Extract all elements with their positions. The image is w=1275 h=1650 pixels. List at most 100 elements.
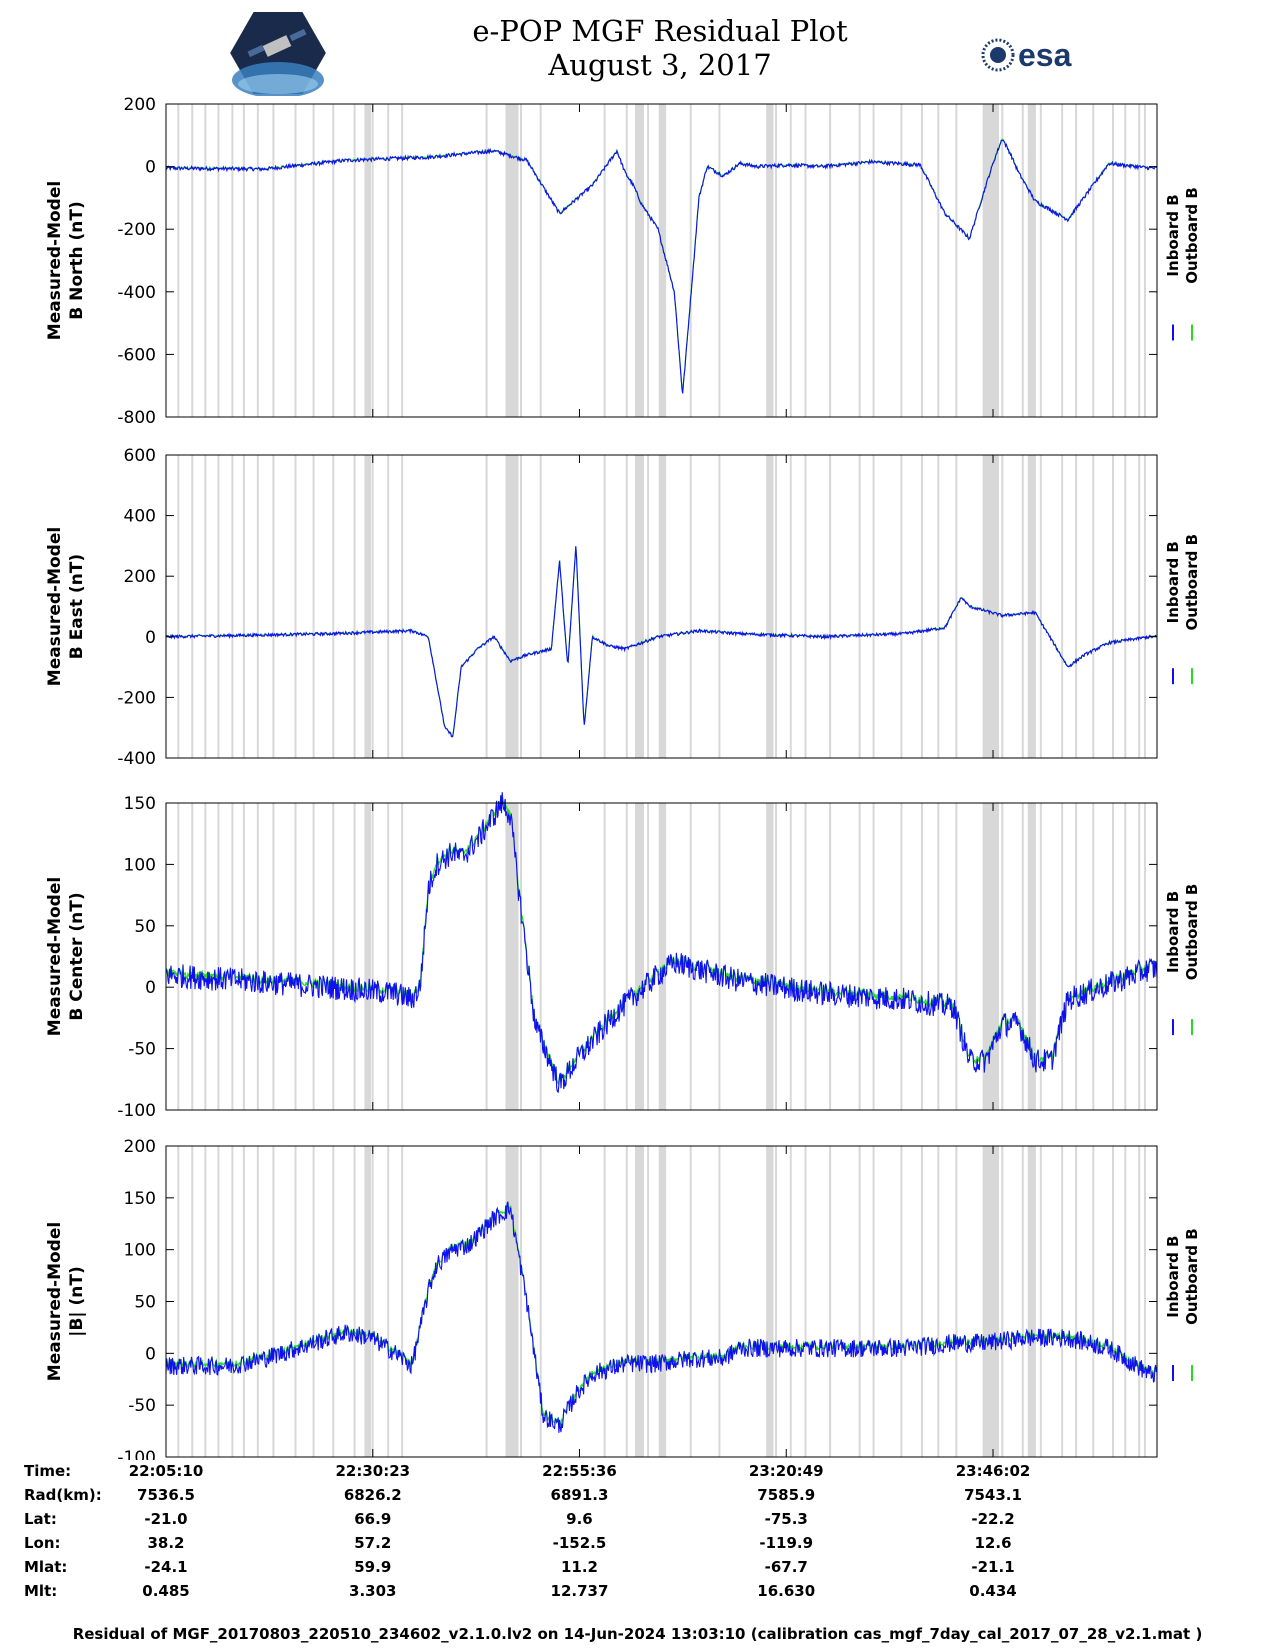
- y-tick-label: -50: [128, 1040, 156, 1060]
- y-tick-label: 150: [124, 794, 156, 814]
- legend-entry: Outboard B: [1183, 1228, 1201, 1325]
- ephemeris-value: 16.630: [757, 1582, 816, 1600]
- data-gap-band: [634, 455, 644, 758]
- ephemeris-value: 7585.9: [757, 1486, 816, 1504]
- ephemeris-value: 23:46:02: [955, 1462, 1031, 1480]
- ephemeris-value: 3.303: [349, 1582, 397, 1600]
- y-tick-label: -50: [128, 1396, 156, 1416]
- ephemeris-value: -21.0: [144, 1510, 188, 1528]
- data-gap-band: [766, 455, 774, 758]
- y-tick-label: 100: [124, 1241, 156, 1261]
- ephemeris-value: -21.1: [971, 1558, 1015, 1576]
- ephemeris-value: 6826.2: [343, 1486, 402, 1504]
- ephemeris-row-label: Lat:: [24, 1510, 57, 1528]
- y-tick-label: -100: [117, 1101, 156, 1121]
- panel-4: -100 -50 0 50 100 150 200 Measured-Model |B| (nT…: [45, 1137, 1201, 1460]
- chart-title: e-POP MGF Residual Plot August 3, 2017: [380, 14, 940, 82]
- ephemeris-value: 6891.3: [550, 1486, 609, 1504]
- y-tick-label: -400: [117, 283, 156, 303]
- data-gap-band: [364, 1146, 371, 1457]
- legend: Inboard BOutboard B: [1164, 534, 1201, 631]
- legend: Inboard BOutboard B: [1164, 1228, 1201, 1325]
- plot-frame: [165, 802, 1158, 1111]
- data-gap-band: [658, 104, 667, 417]
- series-inboard-line: [165, 1201, 1158, 1433]
- y-tick-label: -600: [117, 345, 156, 365]
- ephemeris-value: 66.9: [354, 1510, 392, 1528]
- y-axis-label-line: Measured-Model: [45, 527, 65, 686]
- panel-3: -100 -50 0 50 100 150 Measured-Model B Center (…: [45, 792, 1201, 1121]
- data-gap-band: [1027, 803, 1036, 1110]
- y-tick-label: 0: [145, 978, 156, 998]
- ephemeris-value: -22.2: [971, 1510, 1015, 1528]
- panel-1: -800 -600 -400 -200 0 200 Measured-Model B Nort…: [45, 95, 1201, 428]
- y-tick-label: 50: [134, 1293, 156, 1313]
- ephemeris-value: 59.9: [354, 1558, 392, 1576]
- data-gap-band: [982, 1146, 1000, 1457]
- data-gap-band: [505, 455, 519, 758]
- plot-frame: [165, 454, 1158, 759]
- legend-entry: Inboard B: [1164, 541, 1182, 623]
- esa-logo: esa: [981, 37, 1072, 73]
- y-tick-label: 200: [124, 1137, 156, 1157]
- legend-entry: Inboard B: [1164, 891, 1182, 973]
- y-axis-label: Measured-Model B East (nT): [45, 527, 87, 686]
- y-axis-label-line: Measured-Model: [45, 181, 65, 340]
- data-gap-band: [634, 803, 644, 1110]
- y-axis-label-line: Measured-Model: [45, 1222, 65, 1381]
- data-gap-band: [364, 104, 371, 417]
- ephemeris-row-label: Rad(km):: [24, 1486, 102, 1504]
- ephemeris-value: 22:55:36: [542, 1462, 617, 1480]
- y-tick-label: 0: [145, 158, 156, 178]
- y-tick-label: 0: [145, 628, 156, 648]
- legend-entry: Outboard B: [1183, 884, 1201, 981]
- y-tick-label: 200: [124, 567, 156, 587]
- y-axis-label-line: Measured-Model: [45, 877, 65, 1036]
- series-inboard-line: [165, 139, 1158, 394]
- y-axis-label-line: B North (nT): [67, 201, 87, 320]
- ephemeris-value: 7536.5: [137, 1486, 195, 1504]
- ephemeris-value: 22:05:10: [128, 1462, 204, 1480]
- y-axis-label-line: B East (nT): [67, 554, 87, 659]
- cassiope-logo: [228, 10, 328, 96]
- ephemeris-value: 22:30:23: [335, 1462, 411, 1480]
- legend-entry: Inboard B: [1164, 194, 1182, 276]
- data-gap-band: [982, 104, 1000, 417]
- ephemeris-value: 9.6: [566, 1510, 593, 1528]
- ephemeris-value: 38.2: [147, 1534, 185, 1552]
- data-gap-band: [505, 803, 519, 1110]
- ephemeris-value: 12.737: [550, 1582, 609, 1600]
- y-tick-label: 150: [124, 1189, 156, 1209]
- footer-caption: Residual of MGF_20170803_220510_234602_v…: [72, 1625, 1203, 1643]
- panel-2: -400 -200 0 200 400 600 Measured-Model B East (…: [45, 446, 1201, 769]
- y-tick-label: 50: [134, 917, 156, 937]
- legend-entry: Outboard B: [1183, 534, 1201, 631]
- series-inboard-line: [165, 792, 1158, 1094]
- ephemeris-value: 0.485: [142, 1582, 190, 1600]
- y-tick-label: -200: [117, 220, 156, 240]
- data-gap-band: [658, 1146, 667, 1457]
- title-line-1: e-POP MGF Residual Plot: [472, 14, 848, 48]
- data-gap-band: [766, 1146, 774, 1457]
- data-gap-band: [766, 104, 774, 417]
- data-gap-band: [1027, 1146, 1036, 1457]
- y-axis-label: Measured-Model |B| (nT): [45, 1222, 87, 1381]
- y-tick-label: 600: [124, 446, 156, 466]
- series-inboard-line: [165, 546, 1158, 738]
- data-gap-band: [634, 1146, 644, 1457]
- ephemeris-value: 0.434: [969, 1582, 1017, 1600]
- y-tick-label: -200: [117, 688, 156, 708]
- plot-frame: [165, 103, 1158, 418]
- y-tick-label: -100: [117, 1448, 156, 1460]
- ephemeris-value: 7543.1: [964, 1486, 1022, 1504]
- title-line-2: August 3, 2017: [548, 48, 772, 82]
- y-axis-label: Measured-Model B North (nT): [45, 181, 87, 340]
- y-tick-label: 0: [145, 1344, 156, 1364]
- ephemeris-table: Time: Rad(km): Lat: Lon: Mlat: Mlt: 22:05:10 75…: [0, 1462, 1275, 1612]
- ephemeris-row-label: Mlat:: [24, 1558, 68, 1576]
- y-axis-label-line: |B| (nT): [67, 1266, 87, 1337]
- legend: Inboard BOutboard B: [1164, 187, 1201, 284]
- y-tick-label: -400: [117, 749, 156, 769]
- data-gap-band: [505, 104, 519, 417]
